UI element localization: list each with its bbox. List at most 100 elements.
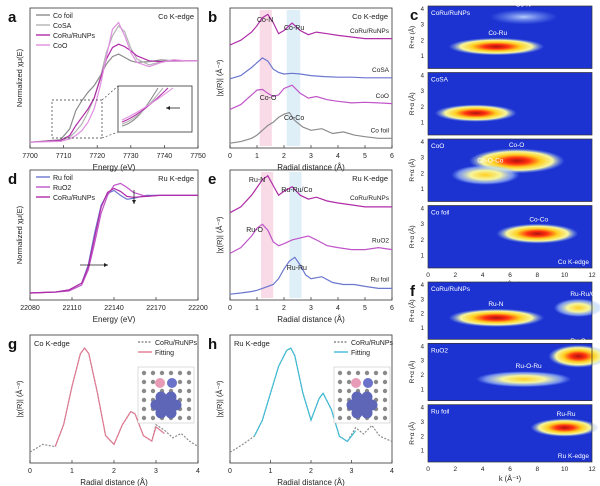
ru-cluster-atom — [165, 407, 177, 419]
wavelet-subplot: CoRu/RuNPs Ru-N Ru-Ru/Co 4 3 2 1 R+α (Å) — [407, 281, 600, 340]
lattice-atom — [150, 388, 156, 394]
x-tick-label: 22170 — [146, 305, 166, 312]
y-tick-label: 2 — [421, 38, 425, 44]
y-tick-label: 2 — [421, 373, 425, 379]
lattice-atom — [337, 406, 343, 412]
series-line — [229, 13, 392, 46]
y-tick-label: 2 — [421, 312, 425, 318]
series-label: Ru foil — [371, 276, 390, 283]
lattice-atom — [382, 370, 388, 376]
lattice-atom — [346, 379, 352, 385]
legend-label: RuO2 — [53, 185, 71, 192]
x-tick-label: 0 — [228, 305, 232, 312]
lattice-atom — [150, 415, 156, 421]
y-tick-label: 1 — [421, 54, 425, 60]
highlight-band — [261, 172, 274, 298]
x-tick-label: 4 — [390, 468, 394, 475]
x-tick-label: 12 — [588, 466, 596, 473]
bond-label: Ru-O — [570, 338, 586, 345]
wavelet-wash — [428, 72, 592, 135]
series-line — [29, 189, 198, 294]
x-tick-label: 0 — [228, 468, 232, 475]
bond-label: Co-O-Co — [477, 158, 503, 165]
panel-letter: g — [8, 336, 17, 353]
lattice-atom — [141, 379, 147, 385]
subplot-frame — [427, 138, 593, 202]
ru-cluster-atom — [165, 391, 177, 403]
series-line — [253, 347, 357, 443]
subplot-frame — [427, 5, 593, 69]
wavelet-subplot: Co foil Co-Co 4 3 2 1 R+α (Å) Co K-edge — [407, 205, 593, 269]
x-tick-label: 3 — [154, 468, 158, 475]
series-line — [229, 84, 393, 110]
lattice-atom — [346, 370, 352, 376]
y-tick-label: 1 — [421, 120, 425, 126]
y-tick-label: 2 — [421, 434, 425, 440]
x-tick-label: 22140 — [104, 305, 124, 312]
x-axis-label: Radial distance (Å) — [277, 315, 345, 324]
y-tick-label: 3 — [421, 23, 425, 29]
lattice-atom — [159, 370, 165, 376]
lattice-atom — [177, 370, 183, 376]
y-axis-label: |χ(R)| (Å⁻³) — [215, 59, 224, 96]
x-tick-label: 1 — [255, 153, 259, 160]
lattice-atom — [186, 415, 192, 421]
arrow-head — [166, 106, 170, 110]
peak-label: Co-N — [257, 17, 273, 24]
lattice-atom — [186, 406, 192, 412]
edge-tag: Co K-edge — [34, 339, 70, 348]
legend-label: Fitting — [155, 350, 174, 357]
wavelet-blob — [496, 223, 579, 244]
wavelet-background — [428, 72, 592, 135]
x-tick-label: 5 — [363, 153, 367, 160]
x-tick-label: 2 — [454, 466, 458, 473]
y-tick-label: 4 — [421, 406, 425, 412]
x-tick-label: 7710 — [56, 153, 72, 160]
x-tick-label: 22200 — [188, 305, 208, 312]
x-tick-label: 10 — [561, 272, 569, 279]
x-tick-label: 7730 — [123, 153, 139, 160]
subplot-frame — [427, 205, 593, 269]
lattice-atom — [382, 406, 388, 412]
y-axis-label: |χ(R)| (Å⁻³) — [215, 216, 224, 253]
x-axis-label: Radial distance (Å) — [277, 163, 345, 172]
wavelet-blob — [448, 308, 545, 328]
panel-g: g Radial distance (Å) |χ(R)| (Å⁻³) 0 1 2 3 4 CoR… — [8, 334, 200, 486]
legend-label: Co foil — [53, 13, 73, 20]
x-tick-label: 6 — [508, 272, 512, 279]
ru-atom — [363, 378, 373, 388]
lattice-atom — [337, 388, 343, 394]
lattice-atom — [373, 415, 379, 421]
y-tick-label: 2 — [421, 105, 425, 111]
y-axis-label: |χ(R)| (Å⁻³) — [15, 380, 24, 417]
zoom-region — [51, 99, 103, 139]
series-line — [54, 347, 165, 447]
series-line — [229, 111, 392, 144]
series-line — [29, 53, 198, 143]
panel-letter: h — [208, 336, 217, 353]
panel-letter: a — [8, 9, 17, 26]
series-line — [229, 223, 393, 254]
edge-tag: Ru K-edge — [234, 339, 270, 348]
co-atom — [351, 378, 361, 388]
ru-cluster-atom — [160, 399, 172, 411]
y-tick-label: 4 — [421, 207, 425, 213]
y-axis-label: R+α (Å) — [407, 92, 416, 115]
panel-letter: f — [410, 283, 416, 300]
y-tick-label: 3 — [421, 156, 425, 162]
y-tick-label: 4 — [421, 7, 425, 13]
edge-tag: Ru K-edge — [158, 174, 194, 183]
x-tick-label: 12 — [588, 272, 596, 279]
wavelet-subplot: CoRu/RuNPs Co-Ru Co-N 4 3 2 1 R+α (Å) — [407, 1, 593, 69]
zoom-connector — [101, 85, 119, 101]
x-tick-label: 1 — [269, 468, 273, 475]
ru-cluster-atom — [346, 399, 358, 411]
y-axis-label: R+α (Å) — [407, 361, 416, 384]
y-tick-label: 3 — [421, 89, 425, 95]
x-tick-label: 7720 — [89, 153, 105, 160]
panel-d: d Ru K-edge Energy (eV) Normalized χμ(E) 220… — [8, 169, 208, 324]
sample-label: CoRu/RuNPs — [431, 10, 471, 17]
y-axis-label: R+α (Å) — [407, 299, 416, 322]
